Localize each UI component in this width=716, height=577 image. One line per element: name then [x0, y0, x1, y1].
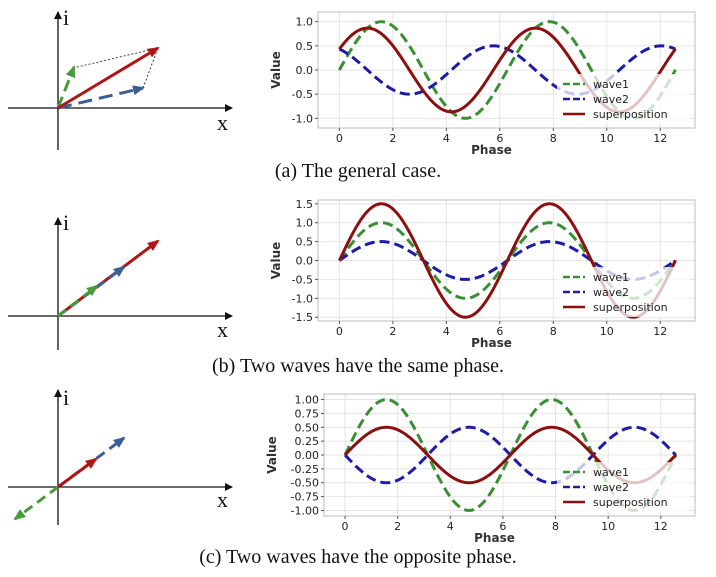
imag-axis-label: i: [63, 385, 69, 410]
y-tick-label: -0.25: [291, 463, 319, 476]
caption-a: (a) The general case.: [274, 160, 442, 182]
y-axis-label: Value: [269, 51, 283, 89]
real-axis-label: x: [217, 317, 228, 342]
x-tick-label: 4: [447, 520, 454, 533]
legend-label-wave1: wave1: [593, 466, 629, 479]
x-tick-label: 2: [389, 132, 396, 145]
legend-label-superposition: superposition: [593, 301, 668, 314]
real-axis-label: x: [217, 110, 228, 135]
x-tick-label: 12: [653, 132, 667, 145]
wave1-phasor: [13, 485, 59, 521]
x-tick-label: 2: [389, 325, 396, 338]
x-axis-label: Phase: [471, 143, 512, 157]
x-tick-label: 8: [550, 325, 557, 338]
y-tick-label: 1.0: [296, 217, 314, 230]
chart-panels: 0 2 4 6 8 10 12 1.0 0.5 0.0 -0.5 -1.0 Phase Value wave…: [265, 11, 696, 545]
parallelogram-edge: [142, 47, 159, 89]
y-tick-label: 0.00: [295, 449, 320, 462]
real-axis-label: x: [217, 487, 228, 512]
x-tick-label: 6: [499, 520, 506, 533]
y-tick-label: -1.00: [291, 504, 319, 517]
x-tick-label: 6: [496, 132, 503, 145]
x-tick-label: 12: [654, 520, 668, 533]
x-tick-label: 8: [552, 520, 559, 533]
wave1-phasor: [57, 284, 99, 318]
legend-label-superposition: superposition: [593, 108, 668, 121]
x-tick-label: 12: [653, 325, 667, 338]
chart-b: 0 2 4 6 8 10 12 1.5 1.0 0.5 0.0 -0.5 -1.0 -1.5 Phase Va…: [269, 198, 696, 350]
caption-c: (c) Two waves have the opposite phase.: [199, 546, 517, 568]
y-tick-label: -1.0: [292, 112, 313, 125]
y-tick-label: 1.00: [295, 394, 320, 407]
y-axis-label: Value: [269, 242, 283, 280]
legend-label-wave2: wave2: [593, 93, 629, 106]
legend-label-wave2: wave2: [593, 481, 629, 494]
y-tick-label: -0.50: [291, 477, 319, 490]
x-tick-label: 0: [336, 325, 343, 338]
wave2-phasor: [57, 85, 145, 110]
y-tick-label: 0.5: [296, 40, 314, 53]
x-tick-label: 10: [600, 132, 614, 145]
y-tick-label: -1.0: [292, 292, 313, 305]
x-tick-label: 8: [550, 132, 557, 145]
phasor-diagram-a: i x: [8, 5, 233, 150]
chart-c: 0 2 4 6 8 10 121.000.750.500.250.00-0.25-0.50-…: [265, 393, 696, 545]
y-tick-label: 1.0: [296, 16, 314, 29]
parallelogram-edge: [72, 47, 159, 69]
legend-label-wave1: wave1: [593, 271, 629, 284]
y-tick-label: -0.75: [291, 491, 319, 504]
legend-label-wave2: wave2: [593, 286, 629, 299]
imag-axis-label: i: [63, 210, 69, 235]
superposition-phasor: [57, 457, 98, 489]
y-tick-label: 0.0: [296, 64, 314, 77]
y-tick-label: 1.5: [296, 198, 314, 211]
y-tick-label: -1.5: [292, 311, 313, 324]
x-tick-label: 4: [443, 132, 450, 145]
x-tick-label: 0: [342, 520, 349, 533]
chart-a: 0 2 4 6 8 10 12 1.0 0.5 0.0 -0.5 -1.0 Phase Value wave…: [269, 11, 696, 157]
imag-axis-label: i: [63, 5, 69, 30]
x-axis-label: Phase: [471, 336, 512, 350]
y-tick-label: -0.5: [292, 273, 313, 286]
wave1-phasor: [56, 65, 76, 109]
y-tick-label: 0.5: [296, 236, 314, 249]
y-axis-label: Value: [265, 436, 279, 474]
x-tick-label: 10: [600, 325, 614, 338]
caption-b: (b) Two waves have the same phase.: [211, 355, 505, 377]
legend-label-superposition: superposition: [593, 496, 668, 509]
y-tick-label: -0.5: [292, 88, 313, 101]
phasor-diagram-b: i x: [8, 210, 233, 350]
x-tick-label: 4: [443, 325, 450, 338]
superposition-phasor: [57, 46, 160, 110]
y-tick-label: 0.75: [295, 407, 320, 420]
x-axis-label: Phase: [474, 531, 515, 545]
x-tick-label: 0: [336, 132, 343, 145]
series-line-wave1: [338, 20, 677, 120]
phasor-diagram-c: i x: [8, 385, 233, 525]
y-tick-label: 0.0: [296, 255, 314, 268]
x-tick-label: 6: [496, 325, 503, 338]
y-tick-label: 0.50: [295, 421, 320, 434]
x-tick-label: 10: [601, 520, 615, 533]
y-tick-label: 0.25: [295, 435, 320, 448]
legend-label-wave1: wave1: [593, 78, 629, 91]
x-tick-label: 2: [394, 520, 401, 533]
